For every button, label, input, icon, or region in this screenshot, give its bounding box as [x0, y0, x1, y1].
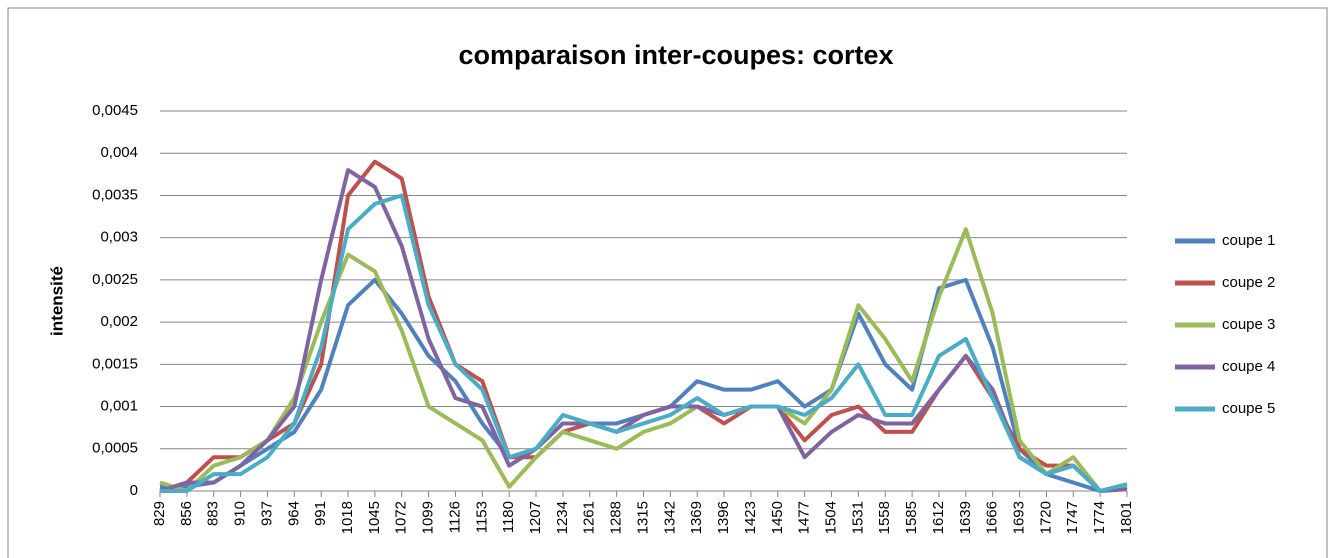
x-tick-label: 1018	[339, 501, 356, 534]
y-axis-label: intensité	[47, 266, 66, 336]
y-tick-label: 0,001	[100, 398, 138, 415]
y-tick-label: 0,004	[100, 144, 138, 161]
x-tick-label: 1477	[796, 501, 813, 534]
x-tick-label: 1180	[500, 501, 517, 533]
x-tick-label: 937	[258, 501, 275, 526]
x-tick-label: 1585	[903, 501, 920, 534]
x-tick-label: 910	[232, 501, 249, 526]
x-tick-label: 1423	[742, 501, 759, 534]
x-tick-label: 1207	[527, 501, 544, 534]
y-tick-label: 0	[130, 482, 138, 499]
x-tick-label: 1720	[1037, 501, 1054, 534]
x-tick-label: 1099	[420, 501, 437, 534]
legend-label: coupe 4	[1222, 358, 1275, 375]
x-tick-label: 1342	[661, 501, 678, 534]
x-tick-label: 1288	[608, 501, 625, 534]
y-tick-label: 0,003	[100, 229, 138, 246]
x-tick-label: 1234	[554, 501, 571, 534]
legend-label: coupe 3	[1222, 316, 1275, 333]
x-tick-label: 1369	[688, 501, 705, 534]
x-tick-label: 1315	[634, 501, 651, 534]
x-tick-label: 1450	[769, 501, 786, 534]
x-tick-label: 1153	[473, 501, 490, 533]
x-tick-label: 829	[151, 501, 168, 526]
x-tick-label: 1747	[1064, 501, 1081, 534]
chart-title: comparaison inter-coupes: cortex	[458, 40, 893, 70]
legend-label: coupe 2	[1222, 274, 1275, 291]
x-tick-label: 1531	[849, 501, 866, 534]
x-tick-label: 1666	[984, 501, 1001, 534]
x-tick-label: 1558	[876, 501, 893, 534]
x-tick-label: 883	[205, 501, 222, 526]
x-tick-label: 1639	[957, 501, 974, 534]
y-tick-label: 0,002	[100, 313, 138, 330]
x-tick-label: 1774	[1091, 501, 1108, 534]
x-tick-label: 1045	[366, 501, 383, 534]
legend-label: coupe 5	[1222, 400, 1275, 417]
x-tick-label: 1801	[1118, 501, 1135, 534]
x-tick-label: 991	[312, 501, 329, 526]
chart-frame	[7, 7, 1328, 558]
x-tick-label: 856	[178, 501, 195, 526]
series-line	[160, 193, 1128, 493]
x-tick-label: 1504	[822, 501, 839, 534]
y-tick-label: 0,0035	[92, 186, 138, 203]
x-tick-label: 1072	[393, 501, 410, 534]
x-tick-label: 1261	[581, 501, 598, 534]
x-tick-label: 1396	[715, 501, 732, 534]
y-tick-label: 0,0025	[92, 271, 138, 288]
x-tick-label: 964	[285, 501, 302, 526]
x-tick-label: 1126	[446, 501, 463, 533]
series-line	[159, 168, 1128, 493]
series-line	[159, 227, 1128, 493]
legend-label: coupe 1	[1222, 232, 1275, 249]
y-tick-label: 0,0005	[92, 440, 138, 457]
y-tick-label: 0,0045	[92, 102, 138, 119]
x-tick-label: 1693	[1011, 501, 1028, 534]
y-tick-label: 0,0015	[92, 355, 138, 372]
x-tick-label: 1612	[930, 501, 947, 534]
